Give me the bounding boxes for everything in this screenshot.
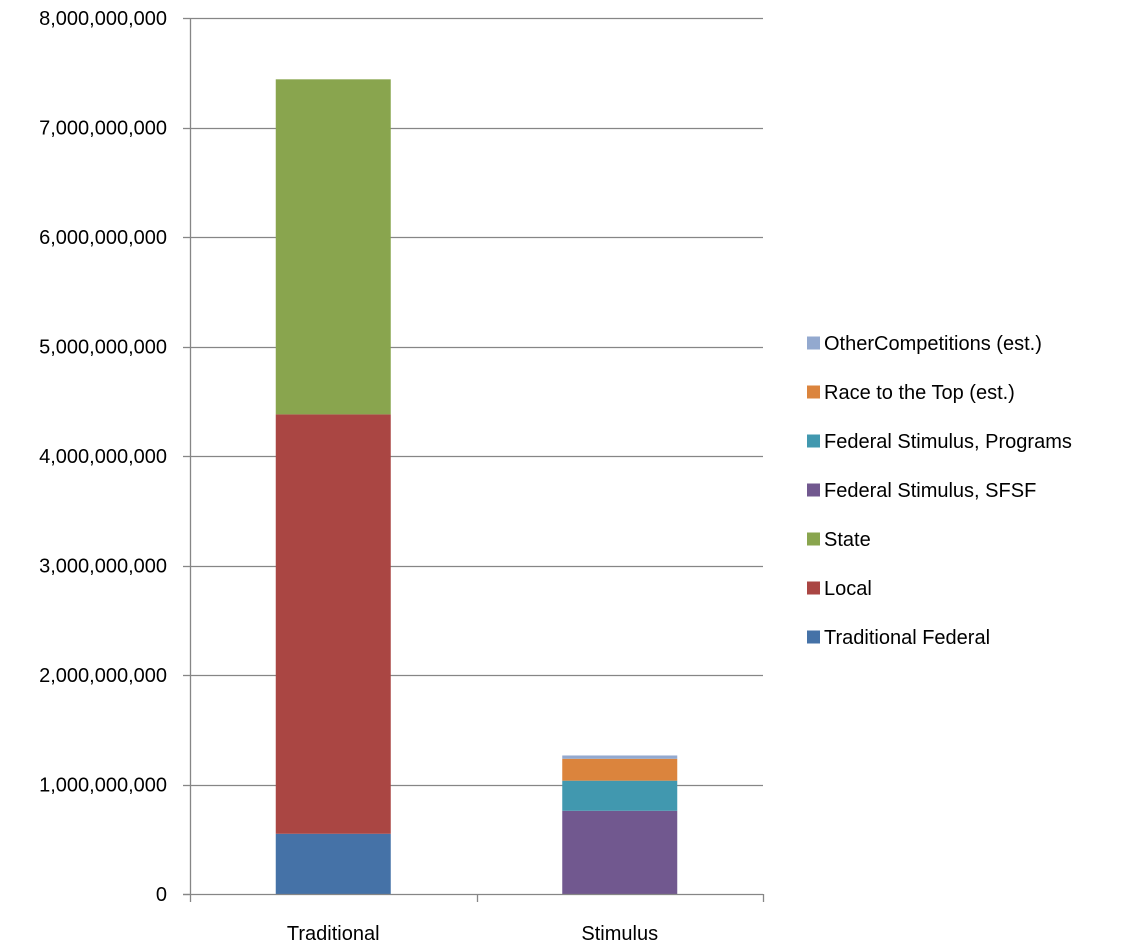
y-tick-label: 0 [156, 884, 167, 906]
legend-label: Federal Stimulus, SFSF [824, 480, 1036, 502]
legend-item: Traditional Federal [807, 627, 990, 649]
legend-item: OtherCompetitions (est.) [807, 333, 1042, 355]
y-tick-label: 7,000,000,000 [39, 118, 167, 140]
bar-segment [275, 833, 391, 894]
legend-label: Local [824, 578, 872, 600]
legend-item: Federal Stimulus, Programs [807, 431, 1072, 453]
y-tick-label: 3,000,000,000 [39, 556, 167, 578]
y-tick-label: 4,000,000,000 [39, 446, 167, 468]
legend-swatch [807, 630, 820, 644]
bars [275, 79, 678, 894]
legend-swatch [807, 385, 820, 399]
legend-label: OtherCompetitions (est.) [824, 333, 1042, 355]
bar-segment [562, 810, 678, 894]
legend-label: Federal Stimulus, Programs [824, 431, 1072, 453]
legend-label: State [824, 529, 871, 551]
legend-item: Local [807, 578, 872, 600]
y-tick-label: 5,000,000,000 [39, 337, 167, 359]
legend-label: Traditional Federal [824, 627, 990, 649]
legend: OtherCompetitions (est.) Race to the Top … [807, 333, 1072, 649]
legend-swatch [807, 434, 820, 448]
bar-segment [562, 755, 678, 759]
bar-segment [562, 780, 678, 811]
axes [183, 17, 765, 902]
x-axis-tick-labels: Traditional Stimulus [287, 923, 658, 945]
y-tick-label: 8,000,000,000 [39, 8, 167, 30]
legend-swatch [807, 532, 820, 546]
legend-swatch [807, 336, 820, 350]
bar-segment [562, 758, 678, 781]
x-tick-label: Traditional [287, 923, 380, 945]
legend-swatch [807, 581, 820, 595]
bar-segment [275, 79, 391, 415]
y-tick-label: 6,000,000,000 [39, 227, 167, 249]
legend-item: Race to the Top (est.) [807, 382, 1015, 404]
legend-label: Race to the Top (est.) [824, 382, 1015, 404]
legend-swatch [807, 483, 820, 497]
legend-item: State [807, 529, 871, 551]
x-tick-label: Stimulus [581, 923, 658, 945]
y-tick-label: 1,000,000,000 [39, 775, 167, 797]
y-tick-label: 2,000,000,000 [39, 665, 167, 687]
legend-item: Federal Stimulus, SFSF [807, 480, 1036, 502]
bar-segment [275, 414, 391, 834]
y-axis-tick-labels: 0 1,000,000,000 2,000,000,000 3,000,000,000… [39, 8, 167, 906]
